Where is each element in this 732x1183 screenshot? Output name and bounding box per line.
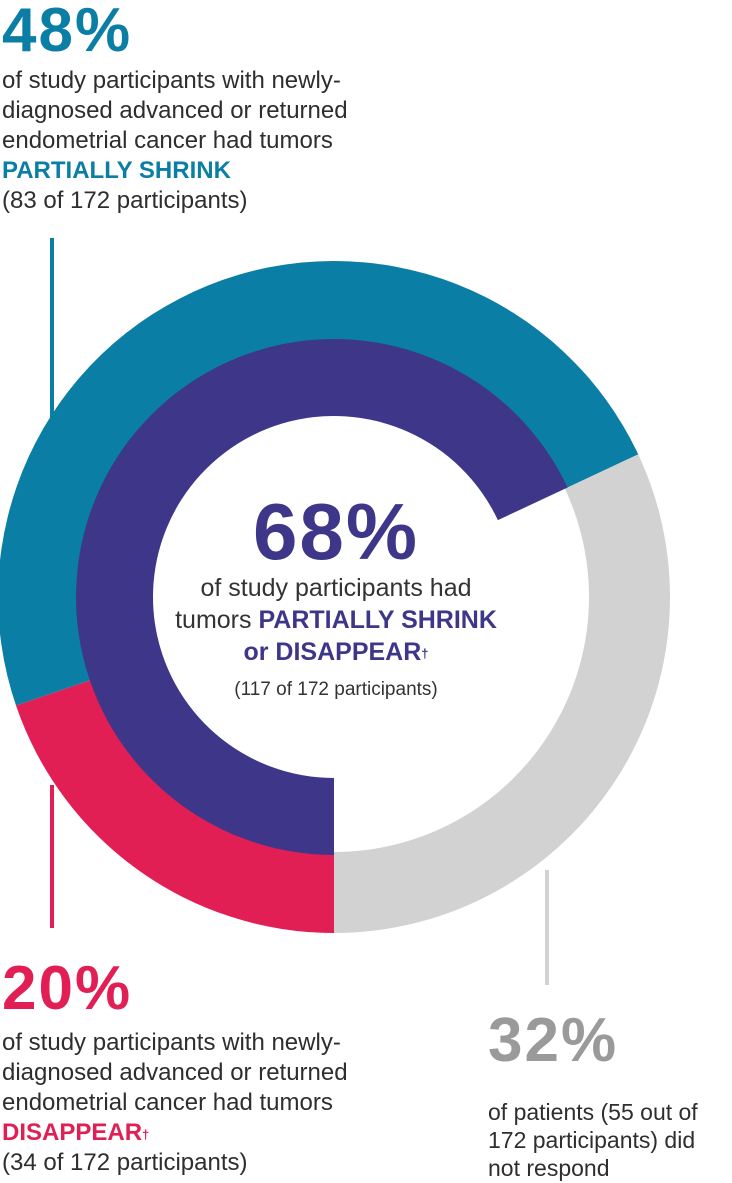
disappear-desc-text: of study participants with newly-diagnos…: [2, 1029, 348, 1116]
disappear-count: (34 of 172 participants): [2, 1149, 248, 1176]
no-response-percent: 32%: [488, 1006, 619, 1075]
outer-slice-partial-shrink: [0, 260, 639, 706]
disappear-highlight: DISAPPEAR†: [2, 1119, 150, 1146]
no-response-description: of patients (55 out of 172 participants)…: [488, 1099, 698, 1181]
partial-shrink-highlight: PARTIALLY SHRINK: [2, 157, 231, 184]
inner-ring: [76, 338, 568, 855]
disappear-description: of study participants with newly-diagnos…: [2, 1028, 397, 1178]
disappear-dagger: †: [142, 1127, 150, 1142]
partial-shrink-description: of study participants with newly-diagnos…: [2, 66, 397, 216]
overall-percent: 68%: [252, 487, 420, 576]
disappear-percent: 20%: [2, 954, 133, 1023]
outer-slice-disappear: [15, 679, 334, 933]
leader-lines: [50, 238, 549, 985]
overall-highlight: PARTIALLY SHRINK or DISAPPEAR†: [243, 606, 497, 666]
outer-ring: [0, 260, 671, 933]
partial-shrink-desc-text: of study participants with newly-diagnos…: [2, 67, 348, 154]
partial-shrink-percent: 48%: [2, 0, 133, 65]
overall-desc-text: of study participants had tumors: [175, 574, 472, 634]
outer-slice-no-response: [334, 454, 671, 933]
overall-count: (117 of 172 participants): [234, 679, 438, 700]
overall-dagger: †: [421, 646, 429, 661]
inner-slice-shrink-or-disappear: [76, 338, 568, 855]
partial-shrink-count: (83 of 172 participants): [2, 187, 248, 214]
overall-description: of study participants had tumors PARTIAL…: [170, 572, 502, 668]
